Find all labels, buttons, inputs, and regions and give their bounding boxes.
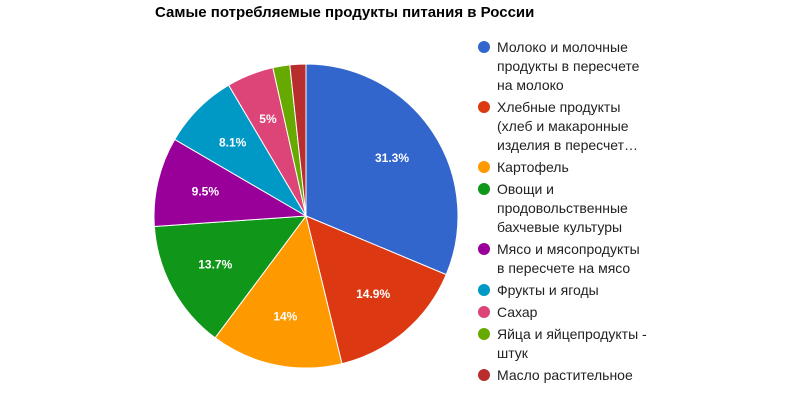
legend-label: Яйца и яйцепродукты - штук <box>497 326 647 361</box>
legend-marker <box>478 284 490 296</box>
legend-label: Мясо и мясопродукты в пересчете на мясо <box>497 241 640 276</box>
legend: Молоко и молочные продукты в пересчете н… <box>478 38 658 388</box>
data-label: 9.5% <box>192 185 220 199</box>
legend-marker <box>478 41 490 53</box>
pie-slice <box>305 63 459 276</box>
data-label: 14.9% <box>356 287 390 301</box>
legend-label: Фрукты и ягоды <box>497 282 599 298</box>
legend-item: Хлебные продукты (хлеб и макаронные изде… <box>478 98 658 155</box>
legend-marker <box>478 243 490 255</box>
legend-item: Масло растительное <box>478 366 658 385</box>
chart-title: Самые потребляемые продукты питания в Ро… <box>155 4 534 21</box>
data-label: 5% <box>259 112 277 126</box>
legend-item: Мясо и мясопродукты в пересчете на мясо <box>478 240 658 278</box>
data-label: 13.7% <box>198 258 232 272</box>
pie-slice <box>153 138 308 228</box>
legend-label: Картофель <box>497 159 569 175</box>
legend-label: Сахар <box>497 304 538 320</box>
legend-item: Яйца и яйцепродукты - штук <box>478 325 658 363</box>
legend-label: Хлебные продукты (хлеб и макаронные изде… <box>497 99 639 153</box>
legend-marker <box>478 306 490 318</box>
legend-marker <box>478 328 490 340</box>
legend-label: Молоко и молочные продукты в пересчете н… <box>497 39 640 93</box>
data-label: 31.3% <box>375 151 409 165</box>
legend-marker <box>478 183 490 195</box>
data-label: 14% <box>273 309 297 323</box>
legend-marker <box>478 161 490 173</box>
pie-slice <box>153 215 308 339</box>
legend-item: Молоко и молочные продукты в пересчете н… <box>478 38 658 95</box>
legend-label: Масло растительное <box>497 367 633 383</box>
legend-label: Овощи и продовольственные бахчевые культ… <box>497 181 628 235</box>
legend-item: Картофель <box>478 158 658 177</box>
legend-item: Фрукты и ягоды <box>478 281 658 300</box>
data-label: 8.1% <box>219 135 247 149</box>
pie-slice <box>305 215 447 365</box>
pie-slice <box>214 214 343 369</box>
legend-item: Овощи и продовольственные бахчевые культ… <box>478 180 658 237</box>
legend-marker <box>478 101 490 113</box>
legend-marker <box>478 369 490 381</box>
legend-item: Сахар <box>478 303 658 322</box>
pie-slice <box>289 63 307 217</box>
